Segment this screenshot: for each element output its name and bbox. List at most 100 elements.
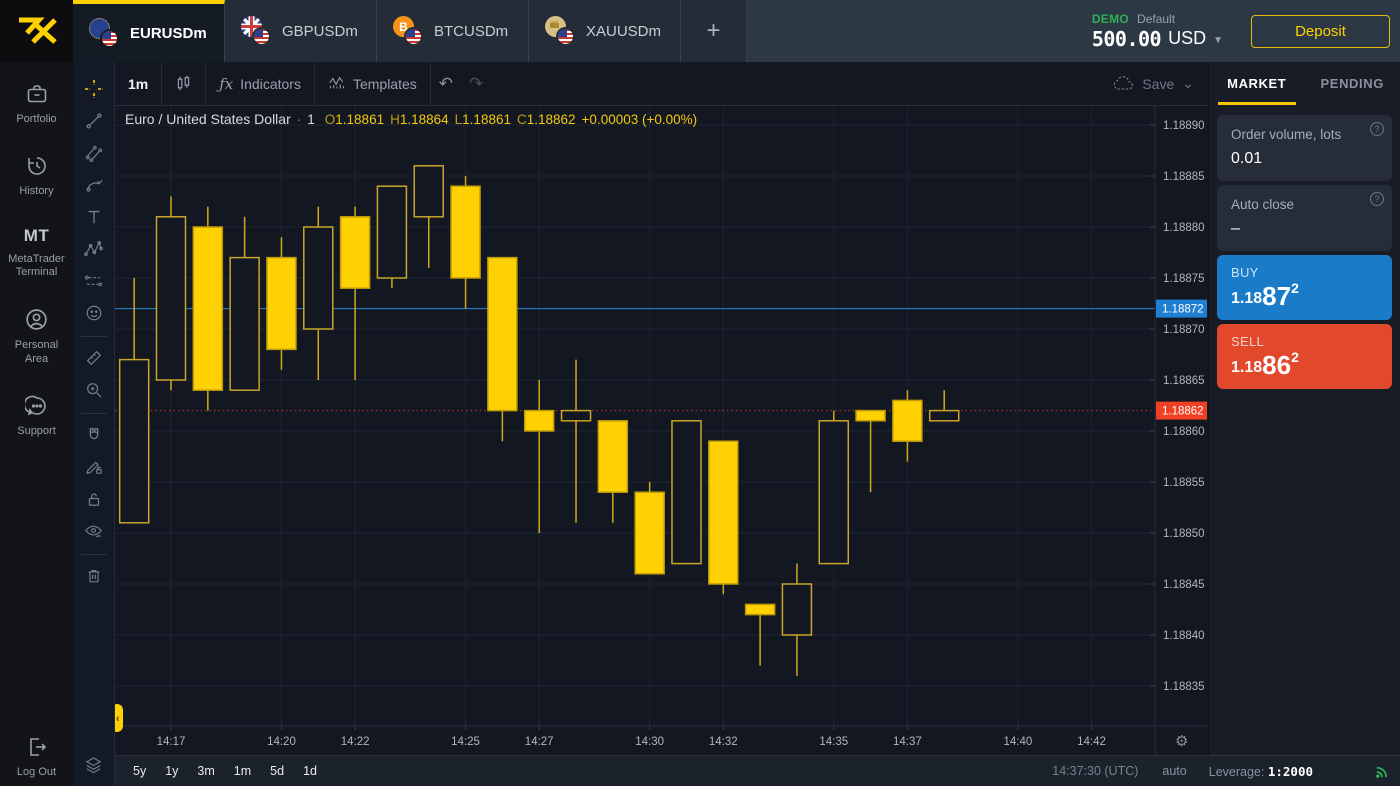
chart-toolbar: 1m ƒx Indicators [115, 61, 1208, 106]
price-axis-label: 1.18840 [1163, 630, 1205, 642]
nav-item-personal-area[interactable]: Personal Area [0, 307, 73, 367]
time-axis-label: 14:35 [819, 736, 848, 748]
timezone-auto-toggle[interactable]: auto [1162, 764, 1187, 778]
multi-lines-tool[interactable] [79, 138, 109, 168]
gbpusd-flag-icon [241, 16, 271, 46]
tab-xauusdm[interactable]: XAUUSDm [529, 0, 681, 62]
candle [413, 165, 444, 218]
chart-area[interactable]: Euro / United States Dollar · 1 O1.18861… [111, 106, 1208, 755]
time-axis-label: 14:20 [267, 736, 296, 748]
candle [523, 409, 555, 432]
crosshair-tool[interactable] [79, 74, 109, 104]
chevron-down-icon: ▼ [1213, 34, 1223, 46]
price-axis-label: 1.18855 [1163, 477, 1205, 489]
logout-button[interactable]: Log Out [0, 735, 73, 780]
text-tool[interactable] [79, 202, 109, 232]
measure-tool[interactable] [79, 343, 109, 373]
legend-close: 1.18862 [526, 112, 576, 127]
history-icon [27, 156, 46, 175]
range-5d[interactable]: 5d [270, 764, 285, 778]
sell-label: SELL [1231, 334, 1265, 349]
range-1m[interactable]: 1m [233, 764, 252, 778]
price-axis-label: 1.18870 [1163, 324, 1205, 336]
order-volume-label: Order volume, lots [1231, 127, 1342, 142]
range-5y[interactable]: 5y [133, 764, 147, 778]
pattern-tool[interactable] [79, 234, 109, 264]
legend-interval: 1 [307, 112, 315, 127]
chart-settings-gear-icon[interactable]: ⚙ [1175, 733, 1188, 750]
account-balance: 500.00 [1091, 26, 1162, 51]
hide-drawings-tool[interactable] [79, 516, 109, 546]
sell-price-axis-label [1156, 401, 1207, 420]
logout-icon [29, 738, 46, 757]
range-1y[interactable]: 1y [165, 764, 179, 778]
range-3m[interactable]: 3m [197, 764, 215, 778]
auto-close-field[interactable]: ? Auto close – [1217, 185, 1392, 251]
time-axis-label: 14:37 [893, 736, 922, 748]
cloud-icon [1114, 76, 1134, 90]
tab-label: XAUUSDm [586, 22, 662, 40]
candle [339, 216, 371, 289]
order-volume-value: 0.01 [1231, 150, 1263, 167]
price-axis-label: 1.18850 [1163, 528, 1205, 540]
sell-button[interactable]: SELL 1.18 86 2 [1217, 324, 1392, 389]
tab-pending[interactable]: PENDING [1320, 76, 1384, 91]
position-tool[interactable] [79, 266, 109, 296]
magnet-tool[interactable] [79, 420, 109, 450]
nav-item-metatrader[interactable]: MT MetaTrader Terminal [0, 226, 73, 281]
templates-button[interactable]: Templates [315, 62, 430, 105]
sell-price-axis-text: 1.18862 [1162, 406, 1204, 418]
indicators-button[interactable]: ƒx Indicators [219, 74, 301, 93]
zoom-in-tool[interactable] [79, 375, 109, 405]
add-instrument-tab[interactable]: + [681, 0, 747, 62]
nav-item-support[interactable]: Support [0, 394, 73, 439]
range-buttons: 5y 1y 3m 1m 5d 1d [133, 764, 317, 778]
price-axis-label: 1.18885 [1163, 171, 1205, 183]
candle [744, 603, 776, 616]
nav-item-history[interactable]: History [0, 154, 73, 199]
undo-button[interactable]: ↶ [438, 73, 454, 93]
timeframe-button[interactable]: 1m [128, 75, 149, 92]
range-1d[interactable]: 1d [303, 764, 317, 778]
tab-label: EURUSDm [130, 24, 207, 42]
help-icon[interactable]: ? [1370, 122, 1384, 136]
order-type-tabs: MARKET PENDING [1209, 62, 1400, 106]
briefcase-icon [27, 85, 46, 103]
tab-btcusdm[interactable]: B BTCUSDm [377, 0, 529, 62]
trendline-tool[interactable] [79, 106, 109, 136]
deposit-button[interactable]: Deposit [1251, 14, 1390, 48]
curve-tool[interactable] [79, 170, 109, 200]
order-volume-field[interactable]: ? Order volume, lots 0.01 [1217, 115, 1392, 181]
price-axis-label: 1.18860 [1163, 426, 1205, 438]
tab-gbpusdm[interactable]: GBPUSDm [225, 0, 377, 62]
emoji-tool[interactable] [79, 298, 109, 328]
nav-item-portfolio[interactable]: Portfolio [0, 82, 73, 127]
tab-eurusdm[interactable]: EURUSDm [73, 0, 225, 62]
buy-button[interactable]: BUY 1.18 87 2 [1217, 255, 1392, 320]
tab-label: BTCUSDm [434, 22, 509, 40]
eurusd-flag-icon [89, 18, 119, 48]
legend-change: +0.00003 (+0.00%) [581, 112, 698, 127]
price-axis-label: 1.18845 [1163, 579, 1205, 591]
candle [818, 420, 850, 565]
tab-market[interactable]: MARKET [1209, 62, 1305, 105]
chart-type-button[interactable] [162, 62, 205, 105]
nav-label: Portfolio [16, 113, 57, 125]
help-icon[interactable]: ? [1370, 192, 1384, 206]
account-switcher[interactable]: DEMO Default 500.00 USD ▼ [1092, 12, 1223, 51]
brand-logo[interactable] [0, 0, 73, 62]
candle [892, 399, 923, 442]
drawing-toolbar [73, 62, 115, 786]
drawing-mode-tool[interactable] [79, 452, 109, 482]
save-layout-button[interactable]: Save ⌄ [1112, 75, 1208, 92]
toolbar-divider [80, 413, 107, 414]
remove-drawings-tool[interactable] [79, 561, 109, 591]
candle [266, 256, 297, 351]
candlestick-chart[interactable]: 1.18890 1.18885 1.18880 1.18875 1.18870 1.188… [111, 106, 1208, 755]
object-tree-tool[interactable] [79, 750, 109, 780]
lock-drawings-tool[interactable] [79, 484, 109, 514]
connection-status-icon [1375, 764, 1390, 779]
candle [376, 185, 408, 279]
time-axis-label: 14:42 [1077, 736, 1106, 748]
redo-button[interactable]: ↷ [469, 73, 484, 93]
